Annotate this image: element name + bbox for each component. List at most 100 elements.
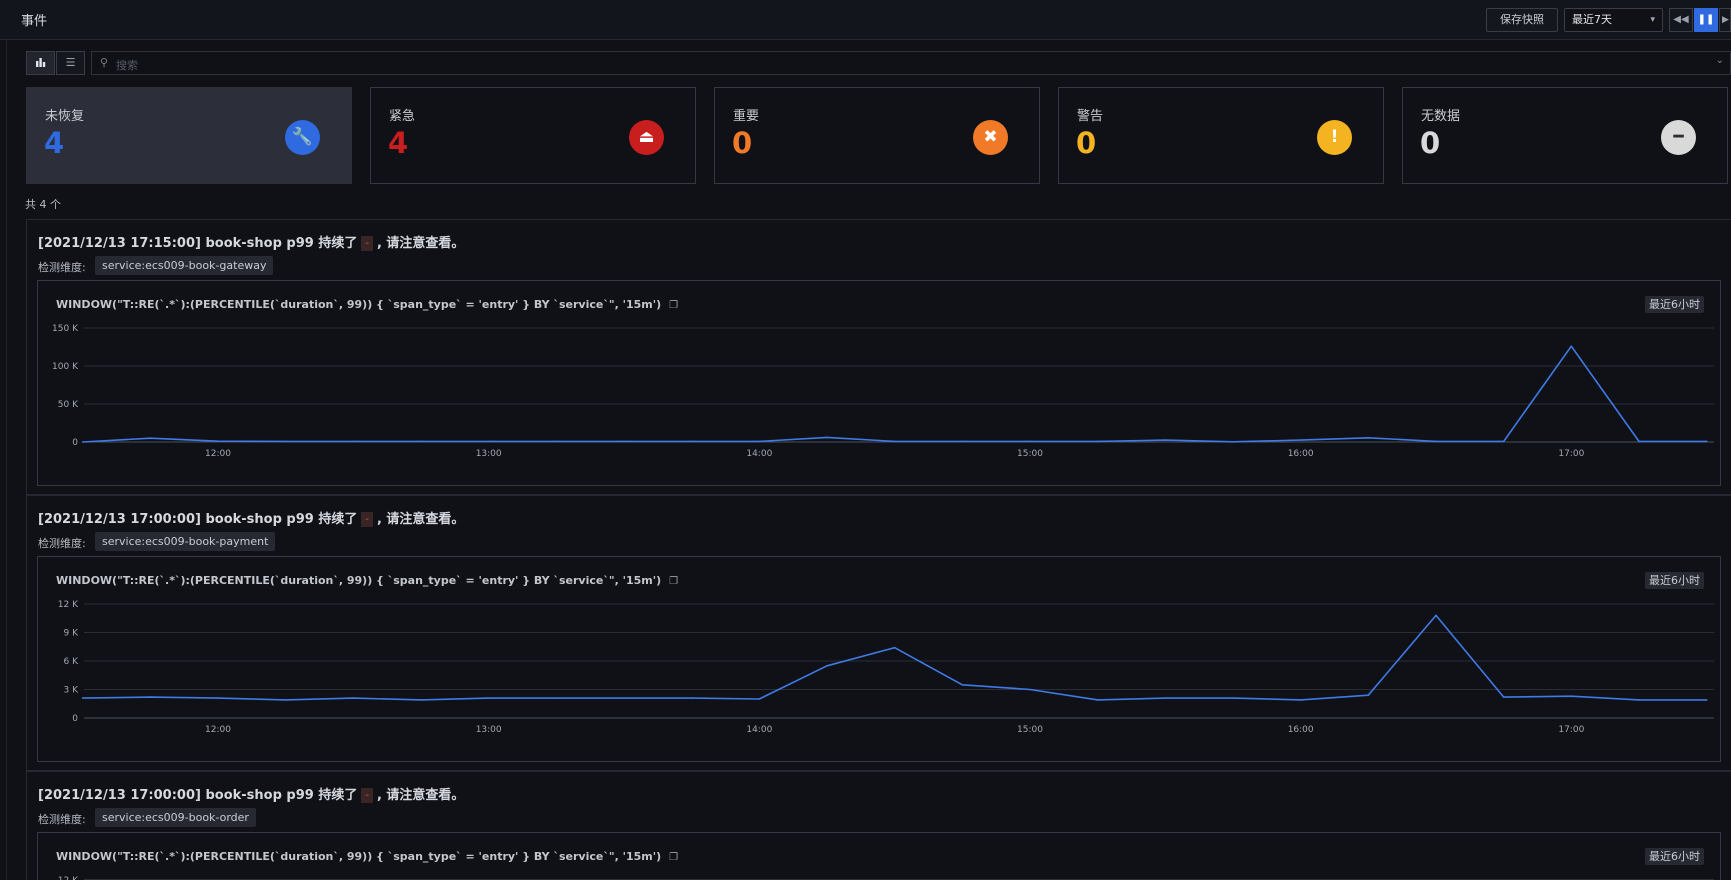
rewind-icon: ◀◀ [1673,14,1689,25]
play-icon: ▶ [1722,15,1729,25]
data-point [1638,699,1640,701]
y-tick-label: 150 K [52,324,79,334]
data-point [1096,440,1099,443]
y-tick-label: 0 [72,438,78,448]
rewind-button[interactable]: ◀◀ [1669,8,1693,32]
event-title-suffix: , 请注意查看。 [376,236,465,251]
chart-range-badge: 最近6小时 [1645,296,1704,313]
chart-panel: WINDOW("T::RE(`.*`):(PERCENTILE(`duratio… [37,280,1721,486]
event-title[interactable]: [2021/12/13 17:00:00] book-shop p99 持续了 -… [38,784,464,803]
forward-button[interactable]: ▶ [1719,8,1731,32]
x-tick-label: 17:00 [1558,725,1584,735]
event-item[interactable]: [2021/12/13 17:15:00] book-shop p99 持续了 -… [26,219,1731,495]
time-range-select[interactable]: 最近7天 ▾ [1564,8,1663,32]
data-point [1502,440,1505,443]
event-item[interactable]: [2021/12/13 17:00:00] book-shop p99 持续了 -… [26,771,1731,880]
y-tick-label: 12 K [58,876,79,880]
dimension-label: 检测维度: [38,537,86,550]
data-point [1705,440,1708,443]
list-view-button[interactable]: ☰ [56,51,85,75]
duration-badge: - [361,512,373,527]
dimension-tag: service:ecs009-book-gateway [95,256,274,275]
search-input[interactable]: ⚲ 搜索 ⌄ [91,51,1731,75]
y-tick-label: 9 K [64,629,80,639]
pause-icon: ❚❚ [1697,14,1715,25]
stat-card-1[interactable]: 紧急 4 ⏏ [370,87,696,184]
alarm-icon: ⏏ [629,120,664,155]
data-point [1367,437,1370,439]
duration-badge: - [361,236,373,251]
x-circle-icon: ✖ [973,120,1008,155]
data-point [690,440,693,443]
data-point [1299,439,1302,441]
stat-card-2[interactable]: 重要 0 ✖ [714,87,1040,184]
pause-button[interactable]: ❚❚ [1694,8,1718,32]
line-chart: 12 K [58,876,1714,880]
x-tick-label: 17:00 [1558,449,1584,459]
chart-range-badge: 最近6小时 [1645,848,1704,865]
data-point [826,436,828,439]
data-point [420,440,422,443]
event-item[interactable]: [2021/12/13 17:00:00] book-shop p99 持续了 -… [26,495,1731,771]
x-tick-label: 13:00 [476,725,502,735]
event-title[interactable]: [2021/12/13 17:00:00] book-shop p99 持续了 -… [38,508,464,527]
data-point [1502,696,1505,698]
x-tick-label: 14:00 [746,449,772,459]
chevron-down-icon: ⌄ [1715,55,1724,66]
copy-icon[interactable]: ❐ [669,300,679,311]
y-tick-label: 3 K [64,686,80,696]
data-point [352,697,355,699]
data-point [1435,614,1437,617]
data-point [1029,688,1031,691]
copy-icon[interactable]: ❐ [669,576,679,587]
data-point [1367,694,1370,696]
y-tick-label: 0 [72,714,78,724]
chart-view-button[interactable] [26,51,55,75]
x-tick-label: 13:00 [476,449,502,459]
stat-value: 0 [732,126,753,160]
series-line [82,614,1707,701]
query-text: WINDOW("T::RE(`.*`):(PERCENTILE(`duratio… [56,574,678,587]
query-text: WINDOW("T::RE(`.*`):(PERCENTILE(`duratio… [56,298,678,311]
minus-circle-icon: ━ [1661,120,1696,155]
y-tick-label: 12 K [58,600,79,610]
save-snapshot-button[interactable]: 保存快照 [1486,8,1558,32]
data-point [690,697,693,699]
stat-card-3[interactable]: 警告 0! [1058,87,1384,184]
data-point [284,699,287,701]
data-point [1570,345,1573,348]
data-point [1096,699,1099,701]
data-point [487,440,490,443]
copy-icon[interactable]: ❐ [669,852,679,863]
data-point [555,440,558,443]
data-point [1029,440,1031,443]
stat-card-0[interactable]: 未恢复 4 🔧 [26,87,352,184]
stat-value: 0 [1420,126,1441,160]
data-point [1232,697,1234,699]
top-bar: 事件 保存快照 最近7天 ▾ ◀◀ ❚❚ ▶ [0,0,1731,40]
x-tick-label: 15:00 [1017,449,1043,459]
event-title-text: [2021/12/13 17:00:00] book-shop p99 持续了 [38,788,358,803]
data-point [1705,699,1708,701]
query-text: WINDOW("T::RE(`.*`):(PERCENTILE(`duratio… [56,850,678,863]
dimension-tag: service:ecs009-book-order [95,808,256,827]
event-title-text: [2021/12/13 17:15:00] book-shop p99 持续了 [38,236,358,251]
data-point [1164,439,1167,441]
query-expression: WINDOW("T::RE(`.*`):(PERCENTILE(`duratio… [56,574,662,587]
stat-card-4[interactable]: 无数据 0 ━ [1402,87,1728,184]
data-point [893,646,896,649]
data-point [81,697,84,699]
data-point [1299,699,1302,701]
stat-value: 4 [44,126,65,160]
y-tick-label: 6 K [64,657,80,667]
event-title-text: [2021/12/13 17:00:00] book-shop p99 持续了 [38,512,358,527]
x-tick-label: 16:00 [1288,449,1314,459]
time-range-value: 最近7天 [1572,13,1612,26]
data-point [1164,697,1167,699]
event-title[interactable]: [2021/12/13 17:15:00] book-shop p99 持续了 -… [38,232,464,251]
stat-label: 重要 [733,109,760,124]
query-expression: WINDOW("T::RE(`.*`):(PERCENTILE(`duratio… [56,850,662,863]
chart-range-badge: 最近6小时 [1645,572,1704,589]
chevron-down-icon: ▾ [1650,15,1655,25]
chart-panel: WINDOW("T::RE(`.*`):(PERCENTILE(`duratio… [37,556,1721,762]
